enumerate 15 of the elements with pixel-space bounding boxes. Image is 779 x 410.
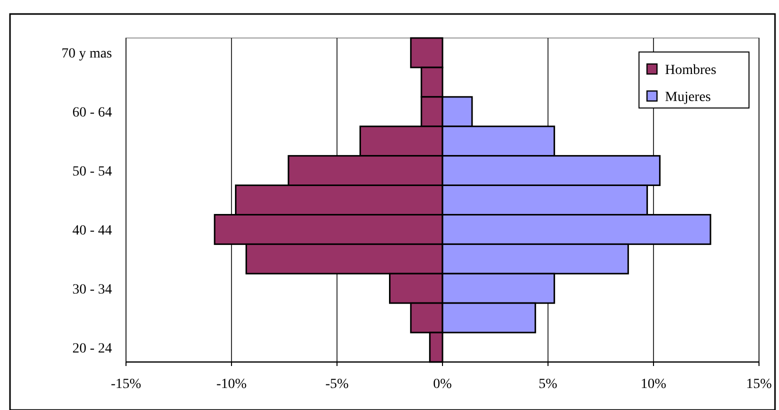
y-tick-label: 20 - 24: [72, 341, 112, 356]
x-tick-label: -15%: [110, 377, 142, 392]
legend-label: Mujeres: [665, 90, 711, 105]
x-tick-label: 0%: [433, 377, 452, 392]
x-tick-label: 5%: [538, 377, 558, 392]
y-tick-label: 70 y mas: [61, 46, 112, 62]
x-tick-label: 10%: [640, 377, 667, 392]
legend-label: Hombres: [665, 63, 716, 78]
x-tick-label: 15%: [746, 377, 772, 392]
x-tick-label: -5%: [325, 377, 349, 392]
x-tick-label: -10%: [216, 377, 247, 392]
y-tick-label: 50 - 54: [72, 164, 112, 180]
y-tick-label: 30 - 34: [72, 282, 112, 298]
y-tick-label: 40 - 44: [72, 223, 112, 238]
y-tick-label: 60 - 64: [72, 106, 112, 121]
